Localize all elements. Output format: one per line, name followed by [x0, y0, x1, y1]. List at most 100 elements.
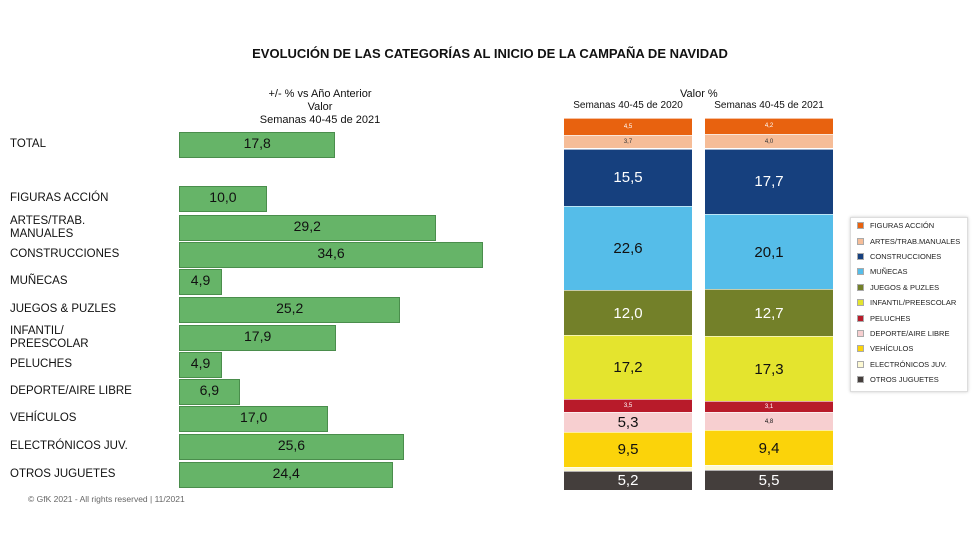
- stack-segment: 17,7: [705, 148, 833, 215]
- bar: 4,9: [179, 352, 223, 378]
- segment-value-label: 4,8: [764, 418, 774, 425]
- legend-swatch: [857, 345, 864, 353]
- legend-swatch: [857, 376, 864, 384]
- bar-value-label: 17,9: [244, 328, 272, 344]
- legend-swatch: [857, 283, 864, 291]
- stack-segment: 12,0: [564, 290, 692, 335]
- left-subtitle-3: Semanas 40-45 de 2021: [259, 114, 381, 126]
- category-label: OTROS JUGUETES: [10, 468, 116, 480]
- category-label: MUÑECAS: [10, 275, 68, 287]
- bar-value-label: 4,9: [190, 355, 211, 371]
- bar: 25,6: [179, 434, 404, 460]
- segment-value-label: 5,2: [617, 472, 639, 490]
- footer-copyright: © GfK 2021 - All rights reserved | 11/20…: [28, 494, 185, 504]
- chart-title: EVOLUCIÓN DE LAS CATEGORÍAS AL INICIO DE…: [252, 46, 728, 61]
- stack-segment: 5,2: [564, 470, 692, 490]
- stack-segment: 17,3: [705, 336, 833, 401]
- legend-label: INFANTIL/PREESCOLAR: [870, 298, 957, 308]
- stack-segment: 9,4: [705, 430, 833, 466]
- legend-label: ELECTRÓNICOS JUV.: [870, 359, 947, 369]
- category-label: ARTES/TRAB. MANUALES: [10, 215, 86, 240]
- legend-label: ARTES/TRAB.MANUALES: [870, 236, 961, 246]
- segment-value-label: 4,0: [764, 138, 774, 145]
- legend-item: PELUCHES: [851, 310, 967, 325]
- column-label-2021: Semanas 40-45 de 2021: [714, 100, 824, 111]
- bar: 6,9: [179, 379, 240, 405]
- segment-value-label: 22,6: [613, 240, 643, 258]
- category-label: FIGURAS ACCIÓN: [10, 192, 109, 204]
- legend-label: PELUCHES: [870, 313, 911, 323]
- stack-segment: 9,5: [564, 431, 692, 467]
- category-label: VEHÍCULOS: [10, 412, 77, 424]
- legend-item: JUEGOS & PUZLES: [851, 280, 967, 295]
- segment-value-label: 3,1: [764, 403, 774, 410]
- segment-value-label: 9,5: [617, 441, 639, 459]
- legend-swatch: [857, 222, 864, 230]
- segment-value-label: 5,5: [758, 471, 780, 489]
- left-chart-header: +/- % vs Año Anterior Valor Semanas 40-4…: [230, 88, 410, 127]
- legend-label: OTROS JUGUETES: [870, 375, 939, 385]
- segment-value-label: 3,7: [623, 139, 633, 146]
- stack-segment: 4,0: [705, 133, 833, 149]
- bar-value-label: 29,2: [293, 218, 321, 234]
- legend-item: INFANTIL/PREESCOLAR: [851, 295, 967, 310]
- segment-value-label: 17,7: [754, 173, 784, 191]
- bar-value-label: 4,9: [190, 272, 211, 288]
- stack-segment: 5,5: [705, 469, 833, 490]
- segment-value-label: 12,0: [613, 304, 643, 322]
- bar-value-label: 6,9: [199, 382, 220, 398]
- segment-value-label: 4,2: [764, 123, 774, 130]
- category-label: ELECTRÓNICOS JUV.: [10, 440, 128, 452]
- bar: 17,0: [179, 406, 329, 432]
- legend-swatch: [857, 329, 864, 337]
- bar: 34,6: [179, 242, 483, 268]
- segment-value-label: 17,3: [754, 360, 784, 378]
- bar-value-label: 17,8: [243, 135, 271, 151]
- bar-value-label: 25,2: [276, 300, 304, 316]
- stack-segment: 5,3: [564, 411, 692, 432]
- left-subtitle-2: Valor: [307, 101, 333, 113]
- legend: FIGURAS ACCIÓN ARTES/TRAB.MANUALES CONSTRU…: [850, 217, 968, 392]
- bar-value-label: 24,4: [272, 465, 300, 481]
- bar: 25,2: [179, 297, 401, 323]
- legend-swatch: [857, 252, 864, 260]
- stack-segment: 20,1: [705, 214, 833, 290]
- stack-segment: 17,2: [564, 334, 692, 399]
- legend-label: CONSTRUCCIONES: [870, 251, 942, 261]
- category-label: TOTAL: [10, 138, 46, 150]
- bar: 17,9: [179, 325, 337, 351]
- stack-segment: [705, 465, 833, 470]
- segment-value-label: 3,5: [623, 402, 633, 409]
- legend-swatch: [857, 268, 864, 276]
- right-chart-title: Valor %: [680, 88, 718, 100]
- stack-segment: 15,5: [564, 148, 692, 207]
- stack-segment: 4,2: [705, 118, 833, 134]
- bar: 10,0: [179, 186, 267, 212]
- stack-segment: 22,6: [564, 206, 692, 291]
- legend-item: OTROS JUGUETES: [851, 372, 967, 387]
- stack-segment: 4,5: [564, 118, 692, 135]
- segment-value-label: 20,1: [754, 243, 784, 261]
- left-subtitle-1: +/- % vs Año Anterior: [268, 88, 372, 100]
- bar: 29,2: [179, 215, 436, 241]
- segment-value-label: 17,2: [613, 358, 643, 376]
- bar: 4,9: [179, 269, 223, 295]
- legend-item: DEPORTE/AIRE LIBRE: [851, 326, 967, 341]
- segment-value-label: 9,4: [758, 439, 780, 457]
- stack-segment: 3,7: [564, 134, 692, 149]
- legend-label: VEHÍCULOS: [870, 344, 914, 354]
- legend-label: JUEGOS & PUZLES: [870, 282, 940, 292]
- bar: 24,4: [179, 462, 394, 488]
- legend-item: VEHÍCULOS: [851, 341, 967, 356]
- segment-value-label: 4,5: [623, 123, 633, 130]
- legend-item: ARTES/TRAB.MANUALES: [851, 233, 967, 248]
- bar: 17,8: [179, 132, 336, 158]
- legend-item: ELECTRÓNICOS JUV.: [851, 357, 967, 372]
- category-label: PELUCHES: [10, 358, 72, 370]
- stack-segment: 3,5: [564, 398, 692, 412]
- legend-swatch: [857, 237, 864, 245]
- stack-segment: [564, 466, 692, 471]
- legend-label: MUÑECAS: [870, 267, 908, 277]
- bar-value-label: 25,6: [277, 437, 306, 453]
